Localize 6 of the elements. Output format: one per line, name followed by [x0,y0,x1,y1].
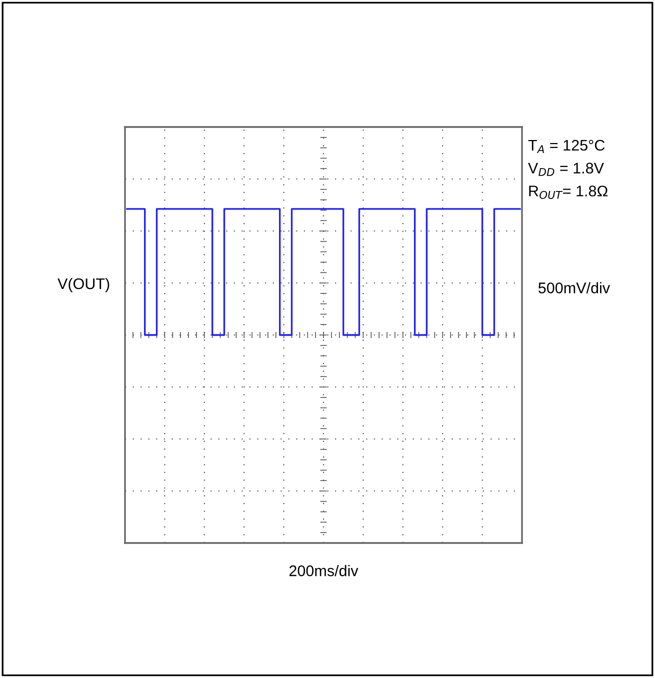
text: 200ms/div [289,565,358,576]
text: T$_{A}$ = 125°C [528,140,605,154]
text: V$_{DD}$ = 1.8V [528,162,604,176]
text: R$_{OUT}$= 1.8Ω [529,186,608,199]
text: 500mV/div [538,282,610,294]
y-axis-title: V(OUT) [58,278,110,292]
